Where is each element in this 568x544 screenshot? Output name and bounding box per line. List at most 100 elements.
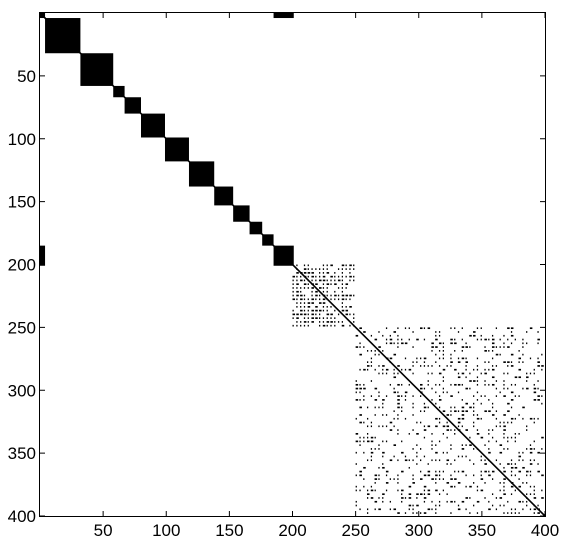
nonzero-mark xyxy=(510,463,513,465)
y-tick-label: 400 xyxy=(8,507,36,526)
nonzero-mark xyxy=(401,383,403,386)
nonzero-mark xyxy=(488,440,490,443)
nonzero-mark xyxy=(537,380,539,382)
nonzero-mark xyxy=(461,448,465,450)
nonzero-mark xyxy=(334,275,336,278)
nonzero-mark xyxy=(431,508,433,511)
nonzero-mark xyxy=(461,410,465,413)
nonzero-mark xyxy=(522,338,524,341)
nonzero-mark xyxy=(473,331,476,333)
nonzero-mark xyxy=(337,287,340,289)
nonzero-mark xyxy=(510,334,514,337)
nonzero-mark xyxy=(510,365,514,367)
x-tick-label: 250 xyxy=(341,521,369,540)
nonzero-mark xyxy=(510,421,513,424)
nonzero-mark xyxy=(438,331,441,333)
nonzero-mark xyxy=(397,489,399,492)
nonzero-mark xyxy=(541,365,544,367)
nonzero-mark xyxy=(495,365,498,367)
nonzero-mark xyxy=(401,395,403,397)
nonzero-mark xyxy=(315,275,317,278)
nonzero-mark xyxy=(307,264,309,267)
nonzero-mark xyxy=(322,279,326,282)
nonzero-mark xyxy=(480,338,482,341)
y-axis-tick-labels: 50 100 150 200 250 300 350 400 xyxy=(8,67,36,526)
nonzero-mark xyxy=(457,372,460,375)
nonzero-mark xyxy=(499,497,503,499)
nonzero-mark xyxy=(370,451,374,454)
nonzero-mark xyxy=(341,279,343,282)
nonzero-mark xyxy=(533,493,535,496)
nonzero-mark xyxy=(378,444,380,446)
nonzero-mark xyxy=(522,459,524,462)
nonzero-mark xyxy=(349,305,352,308)
nonzero-mark xyxy=(345,313,349,316)
nonzero-mark xyxy=(454,410,457,413)
nonzero-mark xyxy=(423,455,426,458)
nonzero-mark xyxy=(319,324,321,327)
nonzero-mark xyxy=(438,500,441,503)
nonzero-mark xyxy=(537,357,539,360)
nonzero-mark xyxy=(355,485,357,488)
x-tick-label: 300 xyxy=(405,521,433,540)
nonzero-mark xyxy=(416,504,419,507)
nonzero-mark xyxy=(476,500,480,503)
nonzero-mark xyxy=(420,387,423,390)
y-tick-label: 150 xyxy=(8,193,36,212)
nonzero-mark xyxy=(484,444,486,446)
nonzero-mark xyxy=(465,376,467,379)
nonzero-mark xyxy=(484,463,487,465)
nonzero-mark xyxy=(488,350,490,352)
nonzero-mark xyxy=(465,368,467,371)
nonzero-mark xyxy=(438,504,441,507)
nonzero-mark xyxy=(473,334,476,337)
nonzero-mark xyxy=(423,429,427,431)
nonzero-mark xyxy=(389,383,391,386)
nonzero-mark xyxy=(393,444,397,446)
nonzero-mark xyxy=(292,283,294,286)
nonzero-mark xyxy=(416,338,419,341)
nonzero-mark xyxy=(473,463,475,465)
nonzero-mark xyxy=(382,406,384,409)
plot-area xyxy=(39,12,546,517)
nonzero-mark xyxy=(319,302,322,304)
nonzero-mark xyxy=(330,294,332,297)
nonzero-mark xyxy=(465,455,467,458)
nonzero-mark xyxy=(431,387,433,390)
nonzero-mark xyxy=(431,459,433,462)
nonzero-mark xyxy=(363,331,366,333)
nonzero-mark xyxy=(484,361,486,363)
nonzero-mark xyxy=(522,406,525,409)
nonzero-mark xyxy=(495,346,498,348)
nonzero-mark xyxy=(378,406,380,409)
nonzero-mark xyxy=(397,433,399,435)
nonzero-mark xyxy=(541,436,544,439)
nonzero-mark xyxy=(378,391,380,394)
nonzero-mark xyxy=(397,365,400,367)
nonzero-mark xyxy=(382,425,384,428)
nonzero-mark xyxy=(435,489,438,492)
nonzero-mark xyxy=(292,317,294,319)
nonzero-mark xyxy=(341,275,343,278)
nonzero-mark xyxy=(408,327,410,330)
nonzero-mark xyxy=(408,493,412,496)
nonzero-mark xyxy=(307,313,309,316)
nonzero-mark xyxy=(355,463,357,465)
x-tick-label: 350 xyxy=(468,521,496,540)
nonzero-mark xyxy=(408,459,410,462)
nonzero-mark xyxy=(303,305,306,308)
nonzero-mark xyxy=(480,470,482,473)
nonzero-mark xyxy=(355,417,357,420)
nonzero-mark xyxy=(303,294,306,297)
nonzero-mark xyxy=(488,410,491,413)
nonzero-mark xyxy=(461,417,465,420)
nonzero-mark xyxy=(370,365,373,367)
nonzero-mark xyxy=(315,317,318,319)
nonzero-mark xyxy=(438,459,441,462)
nonzero-mark xyxy=(438,372,442,375)
nonzero-mark xyxy=(423,357,427,360)
nonzero-mark xyxy=(382,500,384,503)
nonzero-mark xyxy=(322,321,325,323)
nonzero-mark xyxy=(374,482,376,484)
nonzero-mark xyxy=(296,279,298,282)
